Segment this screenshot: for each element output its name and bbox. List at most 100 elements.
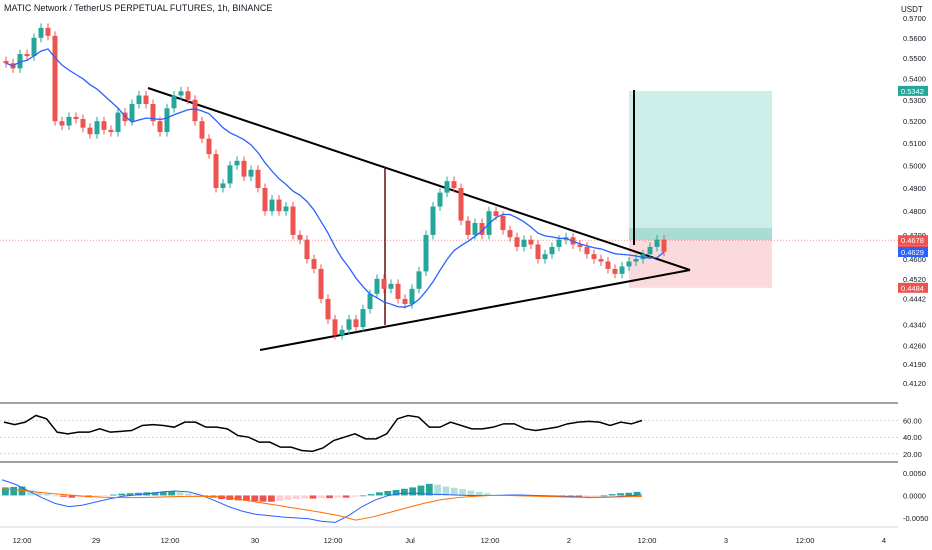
candle xyxy=(654,239,660,247)
candle xyxy=(514,237,520,247)
triangle-lower-trendline xyxy=(259,269,691,351)
macd-histogram-bar xyxy=(35,491,43,496)
price-label-box xyxy=(898,85,928,96)
profit-zone-band xyxy=(629,228,772,241)
candle xyxy=(276,199,282,212)
candle xyxy=(423,234,429,272)
candle xyxy=(577,244,583,247)
price-label-box xyxy=(898,235,928,246)
macd-histogram-bar xyxy=(633,491,641,496)
macd-histogram-bar xyxy=(459,489,466,496)
candle xyxy=(206,138,212,155)
price-tick-label: 0.5500 xyxy=(903,54,926,63)
candle xyxy=(283,206,289,212)
currency-label: USDT xyxy=(901,5,923,14)
price-tick-label: 0.4260 xyxy=(903,341,926,350)
macd-histogram-bar xyxy=(625,492,633,496)
macd-histogram-bar xyxy=(101,495,109,497)
candle xyxy=(556,239,562,247)
candle xyxy=(430,206,436,235)
candle xyxy=(325,298,331,320)
candle xyxy=(143,95,149,105)
rsi-tick-label: 60.00 xyxy=(903,417,922,426)
candle xyxy=(150,104,156,122)
candle xyxy=(339,329,345,335)
macd-histogram-bar xyxy=(434,484,442,496)
macd-histogram-bar xyxy=(309,495,317,499)
macd-histogram-bar xyxy=(326,495,333,499)
candle xyxy=(367,293,373,310)
macd-histogram-bar xyxy=(68,495,76,498)
candle xyxy=(451,181,457,189)
candle xyxy=(402,298,408,304)
macd-histogram-bar xyxy=(417,485,425,496)
macd-histogram-bar xyxy=(425,483,433,496)
time-tick-label: 4 xyxy=(882,536,886,545)
candle xyxy=(374,278,380,294)
candle xyxy=(416,271,422,289)
macd-histogram-bar xyxy=(608,494,616,496)
price-tick-label: 0.5300 xyxy=(903,96,926,105)
macd-histogram-bar xyxy=(184,493,192,496)
price-tick-label: 0.4120 xyxy=(903,379,926,388)
candle xyxy=(108,129,114,133)
time-tick-label: 2 xyxy=(567,536,571,545)
candle xyxy=(633,259,639,262)
candle xyxy=(647,246,653,255)
candle xyxy=(101,121,107,130)
macd-histogram-bar xyxy=(400,488,408,496)
macd-histogram-bar xyxy=(575,495,583,498)
macd-histogram-bar xyxy=(376,492,383,496)
candle xyxy=(66,116,72,126)
price-tick-label: 0.5400 xyxy=(903,75,926,84)
candle xyxy=(80,119,86,128)
macd-histogram-bar xyxy=(134,492,142,496)
candle xyxy=(185,91,191,100)
candle xyxy=(38,27,44,38)
macd-histogram-bar xyxy=(267,495,275,502)
macd-histogram-bar xyxy=(409,487,417,496)
candle xyxy=(444,181,450,193)
candle xyxy=(500,215,506,231)
candle xyxy=(171,95,177,109)
macd-histogram-bar xyxy=(351,495,358,497)
macd-histogram-bar xyxy=(234,495,242,501)
price-label-text: 0.4484 xyxy=(901,284,924,293)
candle xyxy=(227,165,233,184)
candle xyxy=(360,309,366,328)
price-tick-label: 0.4190 xyxy=(903,360,926,369)
macd-histogram-bar xyxy=(151,492,159,496)
candle xyxy=(626,261,632,267)
candle xyxy=(458,188,464,221)
macd-histogram-bar xyxy=(592,495,599,497)
candle xyxy=(332,319,338,335)
time-tick-label: 12:00 xyxy=(161,536,180,545)
candle xyxy=(318,268,324,299)
candle xyxy=(388,283,394,289)
macd-histogram-bar xyxy=(126,493,134,496)
time-tick-label: 12:00 xyxy=(13,536,32,545)
candle xyxy=(304,239,310,260)
candle xyxy=(52,35,58,122)
price-tick-label: 0.5000 xyxy=(903,161,926,170)
candle xyxy=(129,104,135,122)
candle xyxy=(31,37,37,57)
candle xyxy=(45,27,51,36)
macd-tick-label: -0.0050 xyxy=(903,514,928,523)
macd-histogram-bar xyxy=(450,487,458,496)
time-tick-label: 30 xyxy=(251,536,259,545)
candle xyxy=(199,121,205,139)
rsi-tick-label: 20.00 xyxy=(903,450,922,459)
macd-histogram-bar xyxy=(284,495,292,500)
candle xyxy=(542,254,548,260)
candle xyxy=(220,183,226,189)
candle xyxy=(535,244,541,260)
macd-histogram-bar xyxy=(10,486,18,496)
price-tick-label: 0.4520 xyxy=(903,275,926,284)
rsi-tick-label: 40.00 xyxy=(903,433,922,442)
macd-histogram-bar xyxy=(251,495,259,502)
candle xyxy=(164,108,170,133)
candle xyxy=(521,239,527,247)
candle xyxy=(409,288,415,304)
